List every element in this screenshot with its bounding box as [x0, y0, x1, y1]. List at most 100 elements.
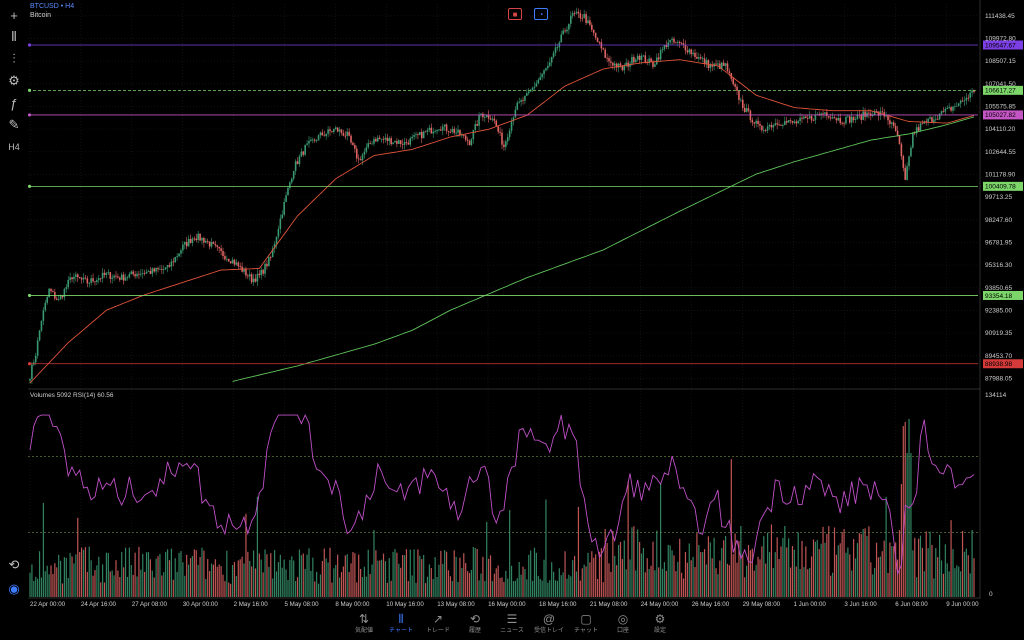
left-toolbar: + ⫴ ⫶ ⚙ ƒ ✎ H4 ⟲ ◉: [0, 0, 28, 640]
volume-bar: [552, 571, 555, 597]
tab-mailbox[interactable]: @ 受信トレイ: [526, 608, 572, 640]
price-axis-label: 108507.15: [985, 58, 1016, 65]
volume-bar: [337, 554, 339, 597]
candle-bull: [432, 131, 435, 134]
volume-bar: [153, 577, 155, 597]
candle-bear: [581, 18, 584, 19]
candle-bull: [717, 63, 719, 65]
candle-bull: [42, 310, 45, 321]
clock-icon[interactable]: ◔: [534, 8, 548, 20]
tab-trade[interactable]: ↗ トレード: [415, 608, 461, 640]
candle-bull: [625, 62, 628, 66]
candlestick-type-icon[interactable]: ⫴: [11, 29, 17, 44]
volume-bar: [503, 581, 505, 597]
connection-icon[interactable]: ◉: [8, 581, 20, 596]
candle-bull: [529, 89, 532, 92]
volume-bar: [656, 530, 658, 597]
volume-bar: [149, 559, 151, 597]
volume-bar: [642, 547, 645, 597]
candle-bear: [189, 238, 192, 243]
volume-bar: [860, 534, 862, 597]
level-anchor: [28, 113, 32, 117]
candle-bull: [506, 137, 509, 142]
symbol-header[interactable]: BTCUSD • H4 Bitcoin: [30, 2, 74, 20]
candle-bull: [44, 302, 47, 311]
tab-chart[interactable]: ⫴ チャート: [378, 608, 424, 640]
volume-bar: [805, 546, 807, 597]
volume-bar: [417, 549, 419, 597]
volume-bar: [384, 561, 387, 597]
candle-bear: [741, 99, 744, 108]
candle-bull: [518, 101, 520, 103]
indicator-axis-max: 134114: [985, 392, 1007, 399]
candle-bull: [850, 116, 853, 123]
volume-bar: [745, 565, 748, 597]
flag-icon[interactable]: ■: [508, 8, 522, 20]
candle-bull: [720, 62, 723, 69]
candle-bear: [399, 140, 402, 145]
candle-bull: [548, 62, 551, 66]
candle-bull: [514, 109, 517, 118]
volume-bar: [132, 574, 134, 597]
volume-bar: [640, 553, 643, 597]
volume-bar: [644, 572, 646, 597]
volume-bar: [497, 565, 499, 597]
volume-bar: [556, 580, 559, 597]
candle-bear: [115, 275, 117, 277]
volume-bar: [273, 550, 276, 597]
volume-bar: [768, 552, 771, 597]
volume-bar: [803, 567, 805, 597]
candle-bull: [755, 120, 757, 124]
volume-bar: [551, 562, 553, 597]
level-tag-label: 93354.18: [985, 293, 1012, 300]
symbol-line[interactable]: BTCUSD • H4: [30, 2, 74, 11]
candle-bear: [185, 242, 188, 247]
volume-bar: [109, 571, 111, 597]
volume-bar: [457, 582, 459, 597]
volume-bar: [906, 452, 908, 597]
volume-bar: [176, 571, 178, 597]
drawings-icon[interactable]: ✎: [8, 117, 20, 132]
candle-bull: [325, 133, 327, 136]
volume-bar: [409, 549, 411, 597]
volume-bar: [228, 582, 230, 597]
volume-bar: [734, 533, 736, 597]
volume-bar: [396, 552, 398, 597]
candle-bull: [698, 57, 700, 59]
tab-chat[interactable]: ▢ チャット: [563, 608, 609, 640]
volume-bar: [415, 582, 417, 597]
indicators-icon[interactable]: ⫶: [12, 51, 16, 66]
candle-bear: [78, 277, 81, 279]
candle-bear: [386, 137, 389, 141]
tab-settings[interactable]: ⚙ 設定: [637, 608, 683, 640]
candle-bull: [550, 56, 553, 63]
volume-bar: [736, 562, 738, 597]
crosshair-icon[interactable]: +: [10, 7, 18, 23]
volume-bar: [677, 561, 679, 597]
volume-bar: [170, 548, 173, 597]
candle-bull: [837, 117, 840, 121]
chart-icon: ⫴: [398, 612, 404, 626]
candle-bull: [411, 136, 413, 139]
candle-bear: [489, 118, 492, 120]
volume-bar: [419, 555, 421, 597]
volume-bar: [126, 576, 129, 597]
tab-account[interactable]: ◎ 口座: [600, 608, 646, 640]
tab-news[interactable]: ☰ ニュース: [489, 608, 535, 640]
candle-bear: [839, 117, 842, 123]
candle-bear: [833, 117, 836, 119]
objects-icon[interactable]: ⚙: [8, 73, 20, 88]
candle-bull: [929, 117, 931, 119]
candle-bull: [285, 195, 287, 202]
timeframe-label[interactable]: H4: [8, 142, 20, 152]
function-icon[interactable]: ƒ: [10, 95, 18, 111]
tab-history[interactable]: ⟲ 履歴: [452, 608, 498, 640]
tab-label: 履歴: [468, 628, 481, 634]
tab-quotes[interactable]: ⇅ 気配値: [341, 608, 387, 640]
history-icon[interactable]: ⟲: [8, 557, 20, 572]
candle-bull: [677, 41, 679, 43]
price-axis-label: 99713.25: [985, 194, 1012, 201]
candle-bear: [161, 268, 163, 270]
candle-bear: [350, 135, 352, 143]
chart-canvas[interactable]: 109547.67 106617.27 105027.82 100409.78 9335…: [28, 0, 1024, 610]
